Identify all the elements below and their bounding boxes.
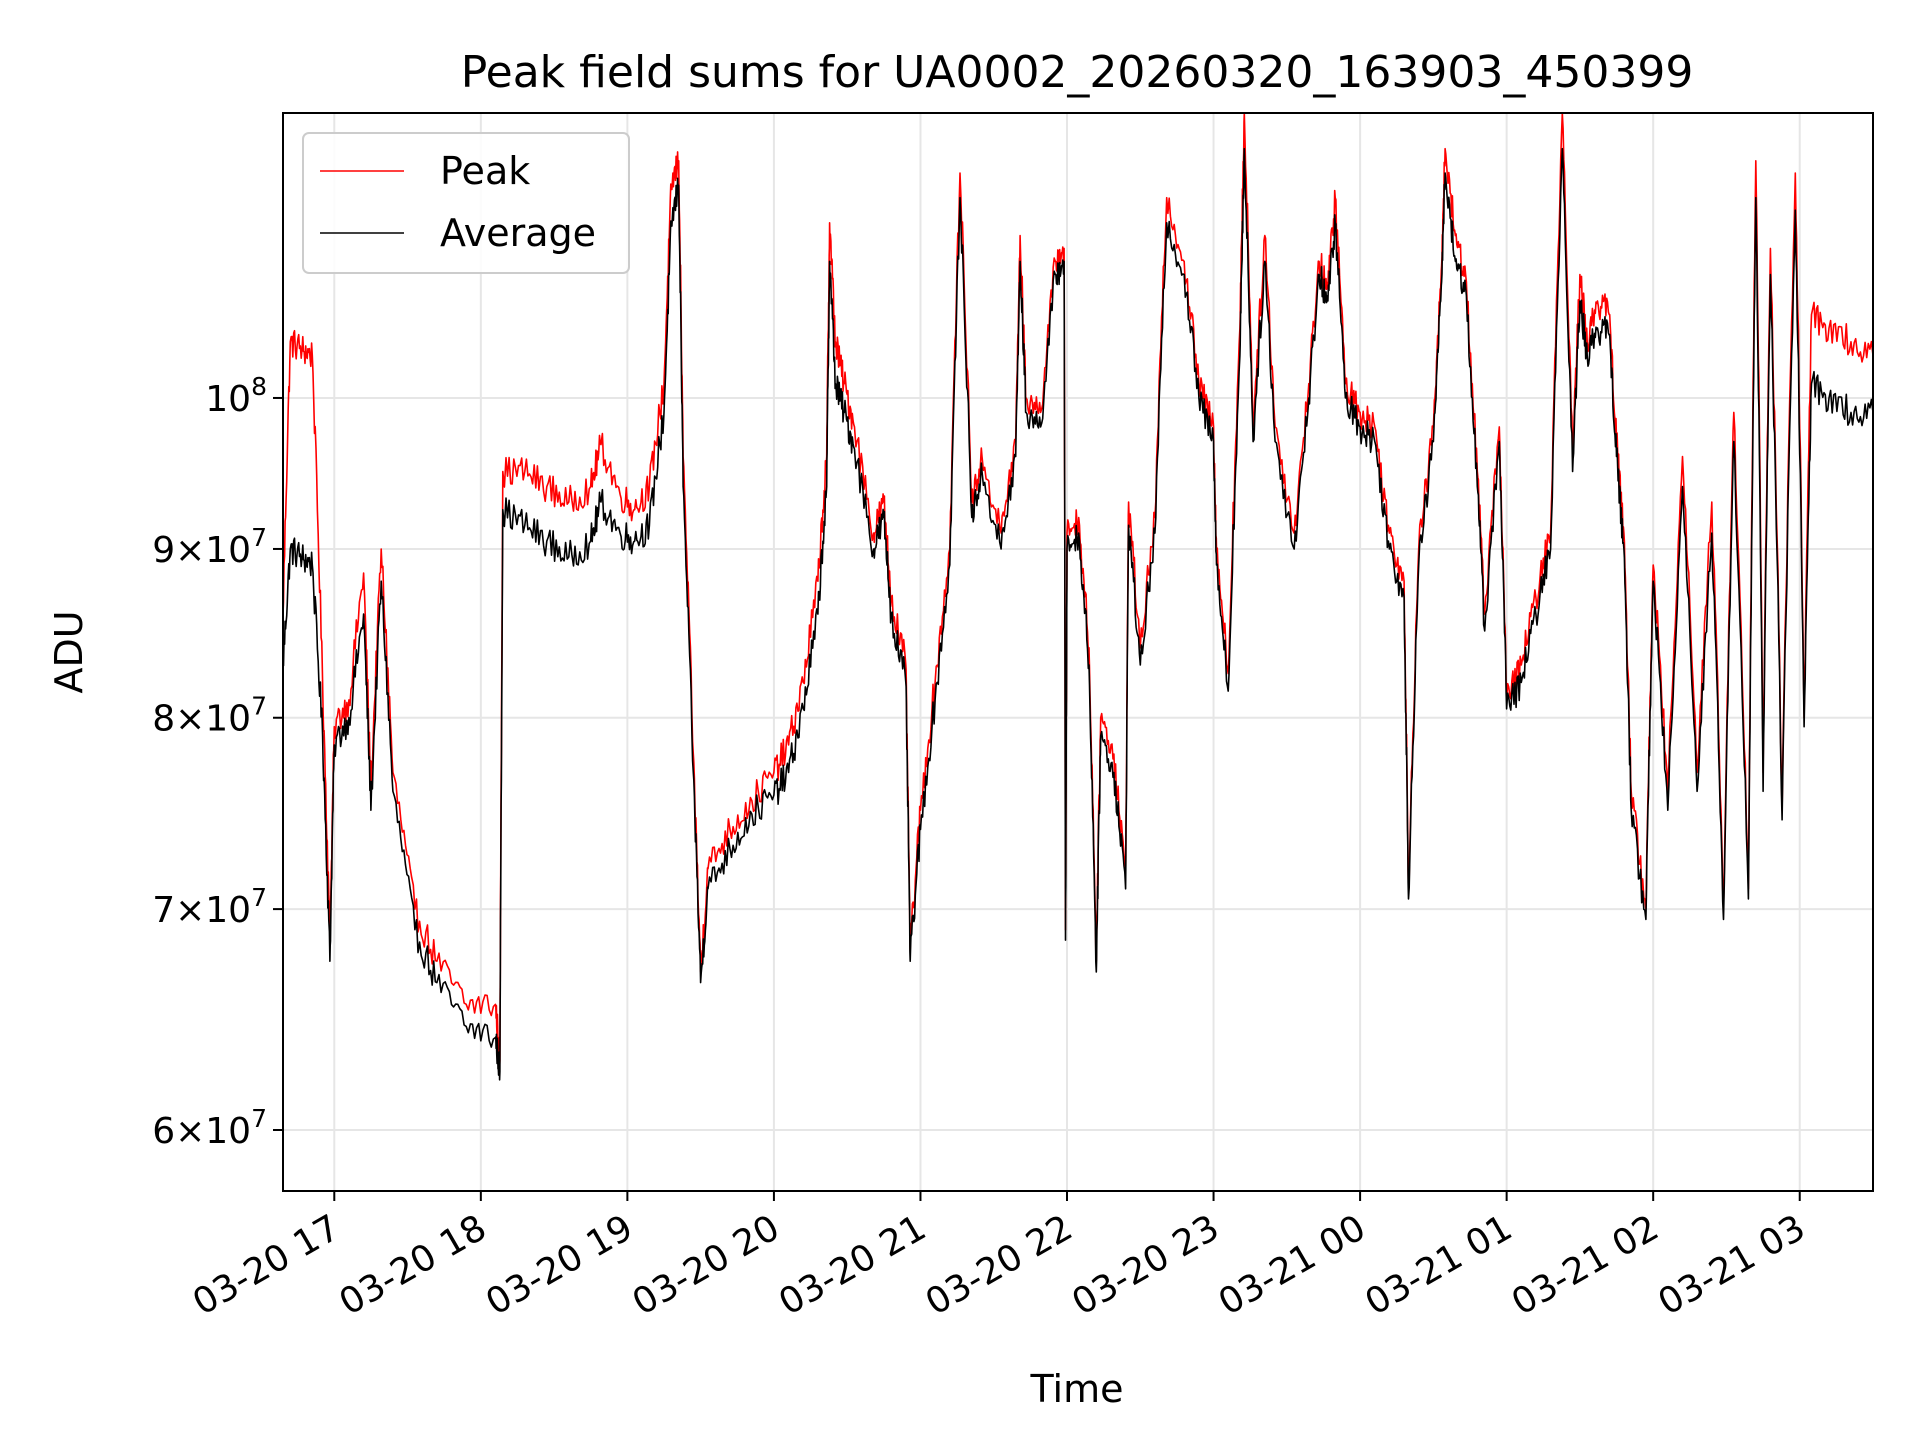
legend: Peak Average xyxy=(302,132,630,274)
legend-label-peak: Peak xyxy=(440,149,530,193)
legend-box xyxy=(302,132,630,274)
y-tick-label: 108 xyxy=(205,372,267,420)
series-line-average xyxy=(282,147,1874,1081)
legend-label-average: Average xyxy=(440,211,596,255)
y-axis-ticks: 6×107 7×107 8×107 9×107 108 xyxy=(152,372,283,1152)
y-tick-label: 6×107 xyxy=(152,1104,267,1152)
y-tick-label: 7×107 xyxy=(152,883,267,931)
y-axis-label: ADU xyxy=(47,610,91,693)
y-tick-label: 8×107 xyxy=(152,692,267,740)
chart-title: Peak field sums for UA0002_20260320_1639… xyxy=(461,47,1694,98)
series-line-peak xyxy=(282,112,1874,1068)
y-tick-label: 9×107 xyxy=(152,523,267,571)
plot-area-frame xyxy=(282,112,1874,1192)
x-axis-label: Time xyxy=(1030,1367,1124,1411)
plot-series xyxy=(282,112,1874,1081)
